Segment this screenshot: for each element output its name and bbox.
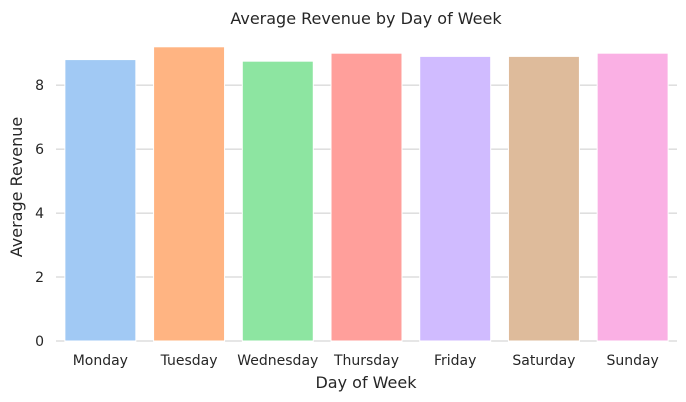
y-tick-label: 8 — [35, 78, 44, 94]
x-tick-label-monday: Monday — [73, 353, 128, 369]
y-tick-labels: 0 2 4 6 8 — [35, 78, 44, 350]
bar-sunday — [596, 52, 669, 342]
bar-saturday — [507, 55, 580, 342]
bar-tuesday — [153, 46, 226, 342]
y-tick-label: 0 — [35, 334, 44, 350]
y-tick-label: 2 — [35, 270, 44, 286]
x-tick-label-wednesday: Wednesday — [237, 353, 318, 369]
bar-thursday — [330, 52, 403, 342]
x-tick-label-tuesday: Tuesday — [160, 353, 218, 369]
x-tick-label-sunday: Sunday — [606, 353, 658, 369]
x-tick-label-friday: Friday — [434, 353, 476, 369]
x-tick-label-thursday: Thursday — [333, 353, 399, 369]
x-axis-title: Day of Week — [315, 373, 417, 392]
y-tick-label: 4 — [35, 206, 44, 222]
bar-wednesday — [241, 60, 314, 342]
y-tick-label: 6 — [35, 142, 44, 158]
chart-title: Average Revenue by Day of Week — [230, 9, 502, 28]
x-tick-label-saturday: Saturday — [512, 353, 575, 369]
bar-layer — [64, 46, 669, 342]
y-axis-title: Average Revenue — [7, 117, 26, 257]
bar-monday — [64, 59, 137, 342]
bar-friday — [419, 55, 492, 342]
x-tick-labels: Monday Tuesday Wednesday Thursday Friday Satu… — [73, 353, 659, 369]
